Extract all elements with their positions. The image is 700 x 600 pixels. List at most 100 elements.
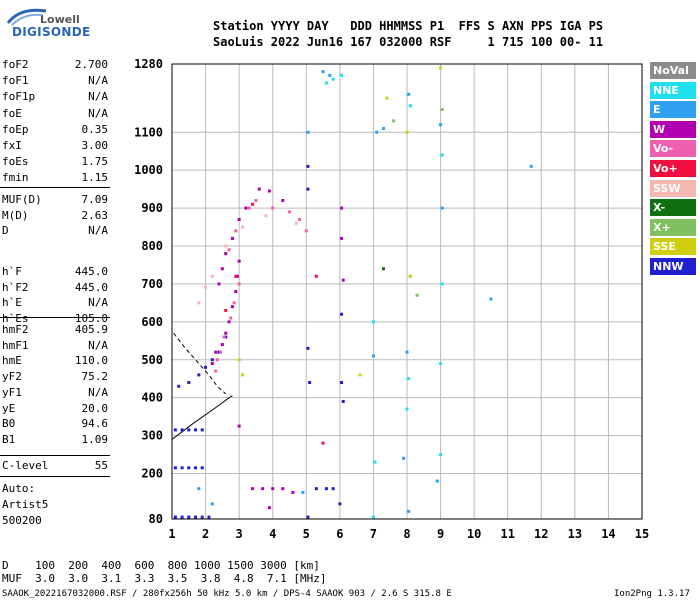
echo-point bbox=[385, 96, 389, 100]
param-key: foEp bbox=[2, 122, 29, 136]
echo-point bbox=[180, 466, 184, 470]
echo-point bbox=[373, 460, 377, 464]
param-value: 105.0 bbox=[74, 311, 108, 325]
echo-point bbox=[261, 487, 265, 491]
param-key: D bbox=[2, 224, 9, 237]
y-tick-label: 1100 bbox=[134, 125, 163, 139]
echo-point bbox=[301, 490, 305, 494]
echo-point bbox=[321, 70, 325, 74]
echo-point bbox=[244, 206, 248, 210]
logo-lowell-text: Lowell bbox=[40, 13, 80, 26]
echo-point bbox=[415, 293, 419, 297]
x-tick-label: 2 bbox=[202, 527, 209, 541]
echo-point bbox=[224, 252, 228, 256]
echo-point bbox=[224, 335, 228, 339]
echo-point bbox=[217, 350, 221, 354]
echo-point bbox=[204, 365, 208, 369]
echo-point bbox=[281, 199, 285, 202]
echo-point bbox=[180, 428, 184, 432]
param-value: 405.9 bbox=[74, 323, 108, 336]
param-value: 2.700 bbox=[74, 58, 108, 71]
param-value: 20.0 bbox=[81, 401, 109, 415]
echo-point bbox=[489, 297, 493, 301]
echo-point bbox=[341, 278, 345, 282]
echo-point bbox=[194, 466, 197, 470]
param-value: N/A bbox=[88, 90, 108, 104]
echo-point bbox=[306, 164, 310, 168]
param-row: foF2 2.700 bbox=[2, 57, 108, 72]
echo-point bbox=[251, 487, 255, 491]
echo-point bbox=[267, 506, 271, 510]
param-key: yF1 bbox=[2, 385, 22, 399]
x-tick-label: 10 bbox=[467, 527, 481, 541]
auto-code: 500200 bbox=[2, 514, 42, 527]
param-key: h`F2 bbox=[2, 280, 29, 294]
param-row: yF1 N/A bbox=[2, 385, 108, 400]
echo-point bbox=[306, 187, 310, 191]
y-tick-label: 600 bbox=[141, 315, 163, 329]
plot-frame bbox=[171, 63, 643, 520]
y-tick-label: 1280 bbox=[134, 57, 163, 71]
echo-point bbox=[210, 358, 214, 362]
param-key: foF2 bbox=[2, 58, 29, 71]
legend-item: NoVal bbox=[650, 62, 696, 79]
echo-point bbox=[210, 274, 214, 278]
echo-point bbox=[222, 335, 226, 339]
echo-point bbox=[224, 308, 228, 312]
echo-point bbox=[237, 259, 241, 263]
x-tick-label: 13 bbox=[568, 527, 582, 541]
param-key: foF1 bbox=[2, 74, 29, 88]
legend-item: E bbox=[650, 101, 696, 119]
header-values: SaoLuis 2022 Jun16 167 032000 RSF 1 715 … bbox=[213, 35, 604, 49]
echo-point bbox=[291, 490, 295, 494]
auto-label: Auto: bbox=[2, 482, 36, 495]
echo-point bbox=[288, 210, 291, 214]
param-value: 7.09 bbox=[81, 193, 109, 206]
echo-point bbox=[173, 515, 177, 519]
echo-point bbox=[230, 305, 234, 309]
echo-point bbox=[371, 354, 375, 358]
echo-point bbox=[235, 274, 239, 278]
echo-point bbox=[340, 236, 344, 240]
echo-point bbox=[392, 119, 396, 123]
echo-point bbox=[340, 73, 344, 77]
echo-point bbox=[173, 466, 177, 470]
echo-point bbox=[271, 487, 275, 491]
echo-point bbox=[340, 312, 344, 316]
echo-point bbox=[304, 229, 308, 233]
param-value: 1.15 bbox=[81, 171, 109, 185]
legend-item: NNW bbox=[650, 258, 696, 275]
param-key: yF2 bbox=[2, 370, 22, 384]
echo-point bbox=[341, 399, 345, 403]
param-key: fmin bbox=[2, 171, 29, 185]
y-tick-label: 900 bbox=[141, 201, 163, 215]
param-value: 110.0 bbox=[74, 354, 108, 368]
echo-point bbox=[408, 104, 412, 108]
param-row: yF2 75.2 bbox=[2, 369, 108, 384]
echo-point bbox=[407, 509, 411, 513]
param-value: N/A bbox=[88, 106, 108, 120]
echo-point bbox=[314, 487, 318, 491]
echo-point bbox=[200, 466, 204, 470]
param-row: B1 1.09 bbox=[2, 432, 108, 447]
echo-point bbox=[230, 236, 234, 240]
echo-point bbox=[207, 515, 211, 519]
param-value: N/A bbox=[88, 74, 108, 88]
echo-point bbox=[187, 428, 191, 432]
echo-point bbox=[214, 369, 218, 373]
legend-item: Vo+ bbox=[650, 160, 696, 177]
param-value: 445.0 bbox=[74, 280, 108, 294]
legend-item: SSE bbox=[650, 238, 696, 256]
dashed-trace-line bbox=[173, 332, 227, 395]
echo-point bbox=[187, 515, 191, 519]
echo-point bbox=[331, 487, 335, 491]
param-value: 94.6 bbox=[81, 417, 109, 431]
echo-point bbox=[338, 502, 342, 506]
version-label: Ion2Png 1.3.17 bbox=[614, 589, 690, 599]
echo-point bbox=[200, 515, 204, 519]
echo-point bbox=[227, 320, 231, 324]
param-row: h`E N/A bbox=[2, 295, 108, 310]
echo-point bbox=[435, 479, 439, 483]
param-key: C-level bbox=[2, 459, 49, 472]
y-tick-label: 1000 bbox=[134, 163, 163, 177]
